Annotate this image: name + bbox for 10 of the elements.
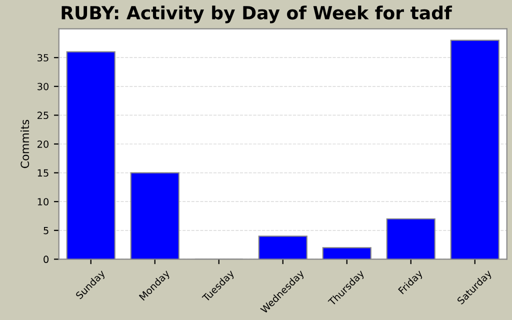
y-tick-label: 10 xyxy=(38,198,49,206)
y-tick-label: 30 xyxy=(38,82,49,90)
y-tick-label: 5 xyxy=(44,227,48,234)
y-tick-label: 15 xyxy=(38,169,48,177)
y-axis-title: Commits xyxy=(20,120,30,168)
y-tick-label: 25 xyxy=(38,112,48,120)
y-tick-label: 0 xyxy=(44,256,49,264)
y-tick-label: 35 xyxy=(38,54,48,62)
y-tick-label: 20 xyxy=(38,140,49,148)
chart-title: RUBY: Activity by Day of Week for tadf xyxy=(62,6,452,24)
